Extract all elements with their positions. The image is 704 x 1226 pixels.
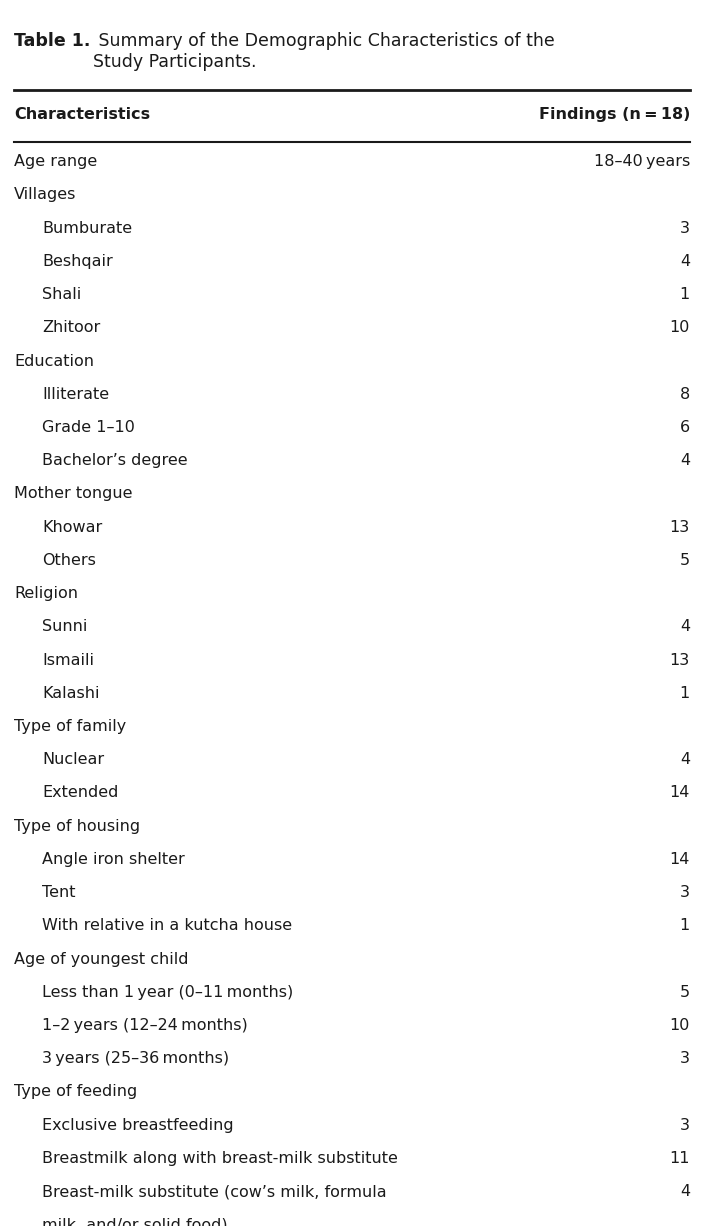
Text: Angle iron shelter: Angle iron shelter xyxy=(42,852,185,867)
Text: Type of feeding: Type of feeding xyxy=(14,1085,137,1100)
Text: Breastmilk along with breast-milk substitute: Breastmilk along with breast-milk substi… xyxy=(42,1151,398,1166)
Text: Kalashi: Kalashi xyxy=(42,685,100,701)
Text: milk, and/or solid food): milk, and/or solid food) xyxy=(42,1217,228,1226)
Text: 10: 10 xyxy=(670,320,690,336)
Text: Characteristics: Characteristics xyxy=(14,107,150,121)
Text: Extended: Extended xyxy=(42,786,118,801)
Text: Bachelor’s degree: Bachelor’s degree xyxy=(42,454,188,468)
Text: Age of youngest child: Age of youngest child xyxy=(14,951,189,966)
Text: 5: 5 xyxy=(680,984,690,999)
Text: Zhitoor: Zhitoor xyxy=(42,320,101,336)
Text: Villages: Villages xyxy=(14,188,77,202)
Text: Tent: Tent xyxy=(42,885,76,900)
Text: 10: 10 xyxy=(670,1018,690,1034)
Text: Religion: Religion xyxy=(14,586,78,601)
Text: 4: 4 xyxy=(680,753,690,767)
Text: 3: 3 xyxy=(680,1118,690,1133)
Text: Sunni: Sunni xyxy=(42,619,87,634)
Text: Shali: Shali xyxy=(42,287,82,302)
Text: With relative in a kutcha house: With relative in a kutcha house xyxy=(42,918,292,933)
Text: Breast-milk substitute (cow’s milk, formula: Breast-milk substitute (cow’s milk, form… xyxy=(42,1184,387,1199)
Text: 3 years (25–36 months): 3 years (25–36 months) xyxy=(42,1051,230,1067)
Text: 11: 11 xyxy=(670,1151,690,1166)
Text: 4: 4 xyxy=(680,1184,690,1199)
Text: Ismaili: Ismaili xyxy=(42,652,94,667)
Text: Age range: Age range xyxy=(14,154,97,169)
Text: Beshqair: Beshqair xyxy=(42,254,113,268)
Text: Nuclear: Nuclear xyxy=(42,753,104,767)
Text: 14: 14 xyxy=(670,852,690,867)
Text: Education: Education xyxy=(14,353,94,369)
Text: 4: 4 xyxy=(680,619,690,634)
Text: Type of family: Type of family xyxy=(14,718,126,734)
Text: 8: 8 xyxy=(679,386,690,402)
Text: 4: 4 xyxy=(680,254,690,268)
Text: 1: 1 xyxy=(679,685,690,701)
Text: Grade 1–10: Grade 1–10 xyxy=(42,421,135,435)
Text: Summary of the Demographic Characteristics of the
Study Participants.: Summary of the Demographic Characteristi… xyxy=(93,32,555,71)
Text: Khowar: Khowar xyxy=(42,520,103,535)
Text: Table 1.: Table 1. xyxy=(14,32,90,50)
Text: 4: 4 xyxy=(680,454,690,468)
Text: 1: 1 xyxy=(679,918,690,933)
Text: 5: 5 xyxy=(680,553,690,568)
Text: 13: 13 xyxy=(670,520,690,535)
Text: Mother tongue: Mother tongue xyxy=(14,487,132,501)
Text: 3: 3 xyxy=(680,221,690,235)
Text: Findings (n = 18): Findings (n = 18) xyxy=(539,107,690,121)
Text: Bumburate: Bumburate xyxy=(42,221,132,235)
Text: 13: 13 xyxy=(670,652,690,667)
Text: Type of housing: Type of housing xyxy=(14,819,140,834)
Text: 1–2 years (12–24 months): 1–2 years (12–24 months) xyxy=(42,1018,248,1034)
Text: Illiterate: Illiterate xyxy=(42,386,109,402)
Text: 14: 14 xyxy=(670,786,690,801)
Text: 1: 1 xyxy=(679,287,690,302)
Text: 6: 6 xyxy=(680,421,690,435)
Text: Exclusive breastfeeding: Exclusive breastfeeding xyxy=(42,1118,234,1133)
Text: 3: 3 xyxy=(680,1051,690,1067)
Text: 3: 3 xyxy=(680,885,690,900)
Text: Less than 1 year (0–11 months): Less than 1 year (0–11 months) xyxy=(42,984,294,999)
Text: 18–40 years: 18–40 years xyxy=(593,154,690,169)
Text: Others: Others xyxy=(42,553,96,568)
